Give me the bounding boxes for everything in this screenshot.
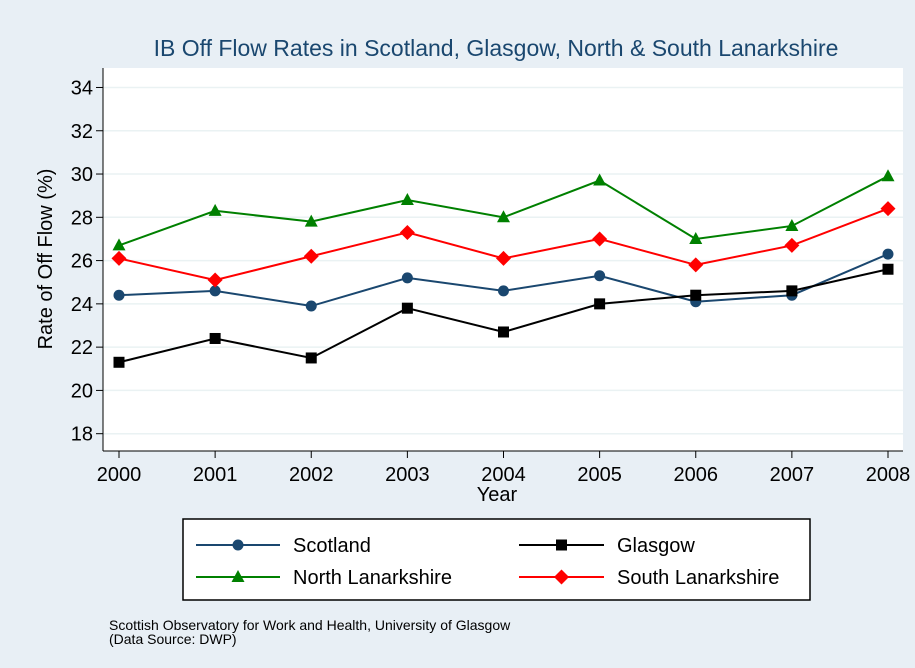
x-axis-ticks: 2000 2001 2002 2003 2004 2005 2006 2007 2008: [97, 451, 911, 486]
data-point-north-lanarkshire: [304, 214, 318, 227]
data-point-south-lanarkshire: [399, 224, 415, 240]
x-tick-label: 2003: [385, 464, 430, 486]
data-point-south-lanarkshire: [784, 237, 800, 253]
data-point-glasgow: [690, 289, 702, 301]
legend-item-north-lanarkshire: North Lanarkshire: [196, 567, 452, 589]
y-axis-ticks: 18 20 22 24 26 28 30 32 34: [71, 77, 103, 446]
data-point-scotland: [209, 285, 221, 297]
data-point-south-lanarkshire: [111, 250, 127, 266]
series-south-lanarkshire: [111, 201, 896, 288]
x-tick-label: 2007: [770, 464, 815, 486]
y-tick-label: 34: [71, 77, 93, 99]
data-point-north-lanarkshire: [785, 218, 799, 231]
legend-item-south-lanarkshire: South Lanarkshire: [519, 567, 779, 589]
data-point-glasgow: [113, 356, 125, 368]
data-point-north-lanarkshire: [497, 210, 510, 223]
legend: Scotland Glasgow North Lanarkshire South La…: [196, 535, 779, 589]
legend-label: Glasgow: [617, 535, 695, 557]
series-north-lanarkshire: [112, 169, 895, 251]
data-point-south-lanarkshire: [303, 248, 319, 264]
legend-marker: [232, 539, 244, 551]
data-point-glasgow: [305, 352, 317, 364]
legend-label: South Lanarkshire: [617, 567, 779, 589]
data-point-south-lanarkshire: [207, 272, 223, 288]
data-point-glasgow: [209, 332, 221, 344]
data-point-north-lanarkshire: [689, 231, 703, 244]
data-point-glasgow: [882, 263, 894, 275]
legend-marker: [554, 569, 569, 585]
legend-marker: [231, 570, 245, 582]
data-point-south-lanarkshire: [880, 201, 896, 217]
x-tick-label: 2005: [577, 464, 622, 486]
data-point-scotland: [498, 285, 509, 297]
data-point-north-lanarkshire: [593, 173, 607, 186]
series-glasgow: [113, 263, 894, 368]
data-point-glasgow: [786, 285, 798, 297]
y-tick-label: 30: [71, 164, 93, 186]
legend-label: North Lanarkshire: [293, 567, 452, 589]
data-point-scotland: [401, 272, 413, 284]
source-note-line2: (Data Source: DWP): [109, 631, 237, 647]
data-point-glasgow: [594, 298, 606, 310]
legend-marker: [556, 539, 567, 551]
x-tick-label: 2008: [866, 464, 911, 486]
x-axis-label: Year: [477, 484, 518, 506]
chart-title: IB Off Flow Rates in Scotland, Glasgow, …: [154, 35, 839, 61]
legend-item-scotland: Scotland: [196, 535, 371, 557]
y-tick-label: 26: [71, 251, 93, 273]
y-tick-label: 22: [71, 337, 93, 359]
x-tick-label: 2001: [193, 464, 238, 486]
data-point-scotland: [305, 300, 317, 312]
data-point-north-lanarkshire: [112, 238, 126, 251]
legend-item-glasgow: Glasgow: [519, 535, 695, 557]
y-tick-label: 18: [71, 424, 93, 446]
data-point-scotland: [882, 248, 894, 260]
y-axis-label: Rate of Off Flow (%): [35, 169, 57, 350]
y-tick-label: 24: [71, 294, 93, 316]
data-point-north-lanarkshire: [208, 203, 222, 216]
data-point-north-lanarkshire: [400, 192, 414, 205]
data-point-south-lanarkshire: [592, 231, 608, 247]
data-point-glasgow: [498, 326, 509, 338]
x-tick-label: 2004: [481, 464, 526, 486]
data-point-south-lanarkshire: [496, 250, 511, 266]
data-point-scotland: [113, 289, 125, 301]
legend-box: [182, 518, 811, 601]
source-note-line1: Scottish Observatory for Work and Health…: [109, 617, 511, 633]
y-tick-label: 20: [71, 380, 93, 402]
y-tick-label: 32: [71, 121, 93, 143]
x-tick-label: 2002: [289, 464, 334, 486]
data-point-south-lanarkshire: [688, 257, 704, 273]
data-point-glasgow: [401, 302, 413, 314]
series-group: [111, 169, 896, 368]
x-tick-label: 2000: [97, 464, 142, 486]
legend-label: Scotland: [293, 535, 371, 557]
y-tick-label: 28: [71, 207, 93, 229]
data-point-scotland: [594, 270, 606, 282]
x-tick-label: 2006: [674, 464, 719, 486]
data-point-north-lanarkshire: [881, 169, 895, 182]
